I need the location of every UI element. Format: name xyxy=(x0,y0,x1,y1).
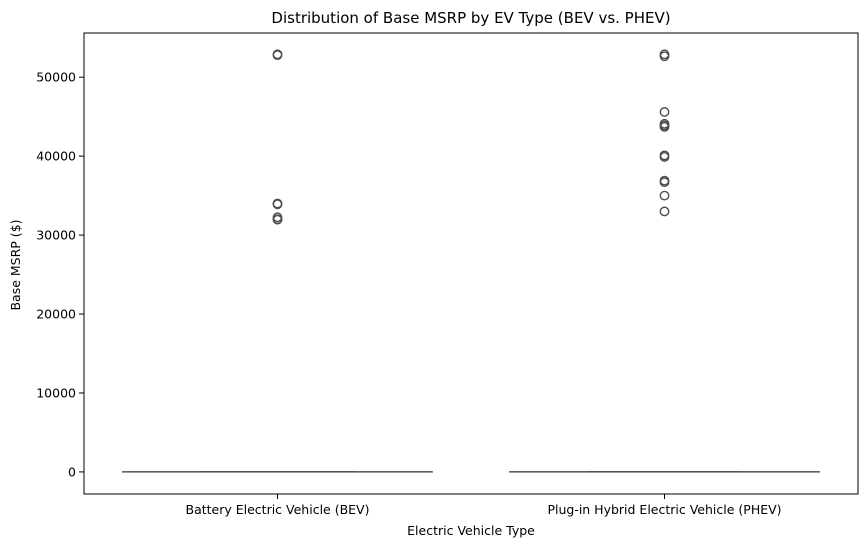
y-tick-label: 0 xyxy=(68,464,76,479)
outlier-point xyxy=(659,122,670,132)
plot-area: 0 10000 20000 30000 40000 50000 Battery Electr… xyxy=(36,32,859,517)
y-tick-label: 20000 xyxy=(36,307,76,322)
outlier-point xyxy=(659,177,670,188)
chart-title: Distribution of Base MSRP by EV Type (BE… xyxy=(271,9,670,27)
y-tick-label: 50000 xyxy=(36,70,76,85)
x-tick-label: Battery Electric Vehicle (BEV) xyxy=(186,502,370,517)
y-axis-label: Base MSRP ($) xyxy=(8,219,23,310)
outlier-point xyxy=(272,50,283,61)
outlier-point xyxy=(659,51,670,62)
outlier-point xyxy=(659,190,670,201)
outlier-point xyxy=(659,152,670,162)
y-tick-label: 30000 xyxy=(36,228,76,243)
outlier-point xyxy=(272,199,283,210)
axes-frame xyxy=(83,32,859,495)
y-tick-label: 10000 xyxy=(36,385,76,400)
outlier-point xyxy=(659,107,670,117)
y-tick-label: 40000 xyxy=(36,149,76,164)
x-axis-label: Electric Vehicle Type xyxy=(407,523,535,538)
outlier-point xyxy=(659,206,670,217)
outlier-point xyxy=(272,214,283,225)
x-tick-label: Plug-in Hybrid Electric Vehicle (PHEV) xyxy=(547,502,781,517)
